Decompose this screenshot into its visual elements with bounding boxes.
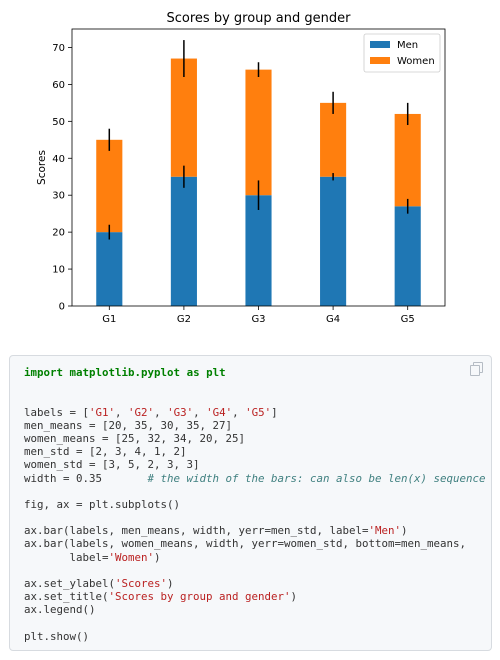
bar-women-g5 bbox=[394, 113, 421, 207]
y-tick-label: 60 bbox=[52, 80, 65, 91]
code-line: ax.bar(labels, men_means, width, yerr=me… bbox=[24, 524, 486, 537]
bar-women-g1 bbox=[96, 139, 123, 233]
code-line: labels = ['G1', 'G2', 'G3', 'G4', 'G5'] bbox=[24, 406, 486, 419]
bar-men-g4 bbox=[320, 176, 347, 306]
code-line: men_means = [20, 35, 30, 35, 27] bbox=[24, 419, 486, 432]
code-line: ax.legend() bbox=[24, 603, 486, 616]
code-token: ax.bar(labels, women_means, width, yerr=… bbox=[24, 537, 467, 551]
x-tick-label-g5: G5 bbox=[401, 314, 415, 325]
code-line bbox=[24, 511, 486, 524]
code-token: ] bbox=[271, 405, 278, 419]
y-tick-label: 0 bbox=[59, 302, 65, 313]
code-token: width = 0.35 bbox=[24, 471, 148, 485]
legend-swatch-men bbox=[370, 41, 390, 48]
code-line: women_std = [3, 5, 2, 3, 3] bbox=[24, 458, 486, 471]
code-token: # the width of the bars: can also be len… bbox=[147, 471, 486, 485]
code-token: women_std = [3, 5, 2, 3, 3] bbox=[24, 458, 200, 472]
code-line: ax.set_ylabel('Scores') bbox=[24, 577, 486, 590]
bar-men-g5 bbox=[394, 206, 421, 306]
x-tick-label-g3: G3 bbox=[251, 314, 265, 325]
code-line: women_means = [25, 32, 34, 20, 25] bbox=[24, 432, 486, 445]
x-tick-label-g4: G4 bbox=[326, 314, 340, 325]
chart-title: Scores by group and gender bbox=[167, 11, 352, 26]
code-block: import matplotlib.pyplot as plt labels =… bbox=[9, 355, 492, 651]
y-tick-label: 30 bbox=[52, 191, 65, 202]
code-token: , bbox=[193, 405, 207, 419]
code-line: fig, ax = plt.subplots() bbox=[24, 498, 486, 511]
copy-icon[interactable] bbox=[470, 362, 483, 376]
code-line bbox=[24, 564, 486, 577]
code-token: ) bbox=[167, 577, 174, 590]
y-tick-label: 50 bbox=[52, 117, 65, 128]
y-axis-label: Scores bbox=[36, 150, 48, 185]
bar-women-g4 bbox=[320, 102, 347, 177]
code-token: fig, ax = plt.subplots() bbox=[24, 497, 181, 511]
code-token: 'Women' bbox=[108, 550, 155, 564]
code-token: 'Scores by group and gender' bbox=[108, 590, 291, 604]
bar-men-g2 bbox=[170, 176, 197, 306]
code-token: import bbox=[24, 366, 64, 379]
code-token: men_std = [2, 3, 4, 1, 2] bbox=[24, 445, 187, 459]
code-token: , bbox=[115, 405, 129, 419]
y-tick-label: 20 bbox=[52, 228, 65, 239]
chart-canvas: Scores by group and gender Scores 0 10 20 30 4… bbox=[36, 11, 446, 325]
code-token: 'Scores' bbox=[115, 577, 168, 590]
bar-men-g1 bbox=[96, 232, 123, 306]
stacked-bar-chart: Scores by group and gender Scores 0 10 20 30 4… bbox=[36, 11, 446, 325]
code-token: as bbox=[186, 366, 200, 379]
code-content: import matplotlib.pyplot as plt labels =… bbox=[24, 366, 486, 643]
code-line bbox=[24, 379, 486, 392]
code-line: label='Women') bbox=[24, 551, 486, 564]
y-tick-label: 40 bbox=[52, 154, 65, 165]
bar-women-g2 bbox=[170, 58, 197, 177]
x-tick-label-g2: G2 bbox=[177, 314, 191, 325]
code-token: ax.set_title( bbox=[24, 590, 109, 604]
y-tick-label: 70 bbox=[52, 43, 65, 54]
code-token: , bbox=[154, 405, 168, 419]
code-line bbox=[24, 485, 486, 498]
bar-men-g3 bbox=[245, 195, 272, 306]
code-token: , bbox=[232, 405, 246, 419]
code-token: labels = [ bbox=[24, 405, 90, 419]
code-token: men_means = [20, 35, 30, 35, 27] bbox=[24, 418, 233, 432]
code-token: plt.show() bbox=[24, 629, 90, 643]
code-line bbox=[24, 392, 486, 405]
code-line: width = 0.35 # the width of the bars: ca… bbox=[24, 472, 486, 485]
code-token: ax.legend() bbox=[24, 603, 96, 617]
code-token: matplotlib.pyplot bbox=[69, 366, 181, 379]
code-token: 'G3' bbox=[167, 405, 194, 419]
code-line: men_std = [2, 3, 4, 1, 2] bbox=[24, 445, 486, 458]
bar-women-g3 bbox=[245, 69, 272, 196]
code-line: ax.set_title('Scores by group and gender… bbox=[24, 590, 486, 603]
code-token: 'G1' bbox=[89, 405, 116, 419]
legend-swatch-women bbox=[370, 57, 390, 64]
code-token: ) bbox=[290, 590, 298, 604]
code-line: ax.bar(labels, women_means, width, yerr=… bbox=[24, 537, 486, 550]
x-tick-label-g1: G1 bbox=[102, 314, 116, 325]
code-token: 'G4' bbox=[206, 405, 233, 419]
y-tick-label: 10 bbox=[52, 265, 65, 276]
code-line: import matplotlib.pyplot as plt bbox=[24, 366, 486, 379]
legend-label-men: Men bbox=[397, 40, 418, 51]
code-token: 'G2' bbox=[128, 405, 155, 419]
code-token: ) bbox=[154, 550, 161, 564]
code-token: women_means = [25, 32, 34, 20, 25] bbox=[24, 431, 246, 445]
code-token: plt bbox=[206, 366, 226, 379]
code-line: plt.show() bbox=[24, 630, 486, 643]
code-token: ax.bar(labels, men_means, width, yerr=me… bbox=[24, 524, 369, 538]
code-token: 'Men' bbox=[368, 524, 402, 538]
legend-label-women: Women bbox=[397, 56, 435, 67]
code-line bbox=[24, 617, 486, 630]
code-token: 'G5' bbox=[245, 405, 272, 419]
code-token: ax.set_ylabel( bbox=[24, 577, 116, 590]
code-token: label= bbox=[24, 550, 109, 564]
plot-frame bbox=[71, 28, 446, 307]
code-token: ) bbox=[401, 524, 408, 538]
